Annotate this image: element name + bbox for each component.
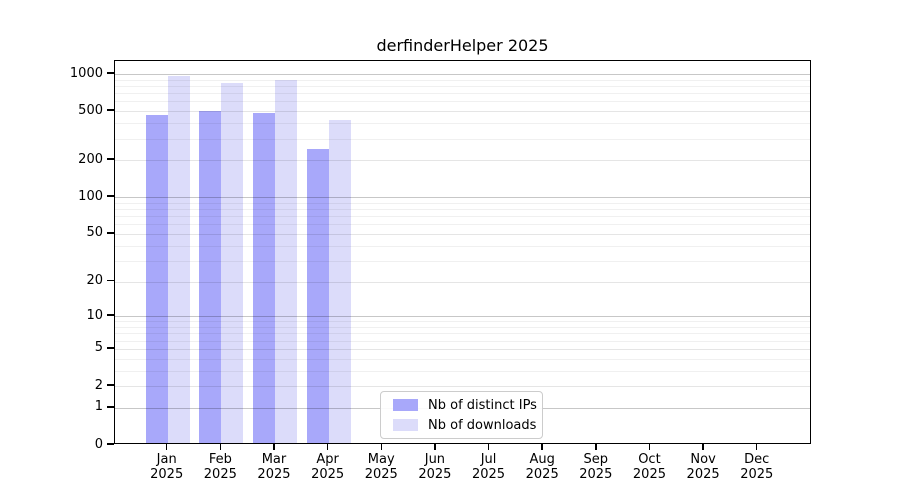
y-tick-mark bbox=[107, 232, 114, 234]
x-tick-mark bbox=[380, 444, 382, 450]
x-tick-mark bbox=[702, 444, 704, 450]
gridline bbox=[115, 370, 810, 372]
gridline bbox=[115, 321, 810, 323]
legend-item-downloads: Nb of downloads bbox=[381, 417, 542, 433]
gridline bbox=[115, 340, 810, 342]
y-tick-mark bbox=[107, 406, 114, 408]
x-tick-mark bbox=[165, 444, 168, 450]
bar-downloads bbox=[221, 83, 244, 443]
x-tick-label: Mar 2025 bbox=[257, 452, 291, 482]
gridline bbox=[115, 123, 810, 125]
x-tick-mark bbox=[326, 444, 329, 450]
bar-distinct-ips bbox=[199, 111, 222, 443]
x-tick-label: Sep 2025 bbox=[579, 452, 613, 482]
gridline bbox=[115, 327, 810, 328]
y-tick-label: 5 bbox=[94, 340, 103, 356]
gridline bbox=[115, 358, 810, 360]
y-tick-label: 2 bbox=[94, 377, 103, 393]
gridline bbox=[115, 316, 810, 318]
y-tick-mark bbox=[107, 195, 114, 197]
legend-item-distinct-ips: Nb of distinct IPs bbox=[381, 397, 542, 413]
x-tick-mark bbox=[487, 444, 490, 450]
x-tick-label: Jan 2025 bbox=[150, 452, 184, 482]
gridline bbox=[115, 233, 810, 235]
gridline bbox=[115, 260, 810, 262]
gridline bbox=[115, 224, 810, 226]
gridline bbox=[115, 138, 810, 140]
bar-downloads bbox=[167, 76, 190, 443]
gridline bbox=[115, 85, 810, 87]
gridline bbox=[115, 245, 810, 247]
y-tick-label: 20 bbox=[86, 273, 103, 288]
bar-downloads bbox=[328, 119, 351, 443]
x-tick-label: Oct 2025 bbox=[632, 452, 666, 482]
y-tick-mark bbox=[107, 443, 114, 445]
gridline bbox=[115, 93, 810, 95]
gridline bbox=[115, 111, 810, 113]
gridline bbox=[115, 197, 810, 199]
x-tick-label: May 2025 bbox=[364, 452, 398, 482]
gridline bbox=[115, 348, 810, 350]
bar-distinct-ips bbox=[306, 149, 329, 443]
y-tick-mark bbox=[107, 158, 114, 160]
gridline bbox=[115, 202, 810, 204]
x-tick-mark bbox=[219, 444, 222, 450]
legend: Nb of distinct IPs Nb of downloads bbox=[380, 391, 543, 439]
bar-downloads bbox=[274, 80, 297, 443]
x-tick-label: Dec 2025 bbox=[740, 452, 774, 482]
gridline bbox=[115, 101, 810, 103]
bar-distinct-ips bbox=[145, 114, 168, 443]
x-tick-label: Jun 2025 bbox=[418, 452, 452, 482]
x-tick-mark bbox=[434, 444, 436, 450]
y-tick-mark bbox=[107, 384, 114, 386]
x-tick-mark bbox=[595, 444, 597, 450]
gridline bbox=[115, 333, 810, 335]
legend-label-downloads: Nb of downloads bbox=[428, 417, 537, 433]
x-tick-label: Aug 2025 bbox=[525, 452, 559, 482]
y-tick-label: 1 bbox=[94, 399, 103, 415]
y-tick-mark bbox=[107, 72, 114, 74]
y-tick-label: 1000 bbox=[69, 65, 103, 81]
y-tick-label: 100 bbox=[78, 188, 103, 204]
y-tick-label: 200 bbox=[78, 151, 103, 167]
x-tick-label: Nov 2025 bbox=[686, 452, 720, 482]
y-tick-mark bbox=[107, 109, 114, 111]
gridline bbox=[115, 209, 810, 211]
x-tick-mark bbox=[755, 444, 758, 450]
gridline bbox=[115, 74, 810, 75]
y-tick-mark bbox=[107, 279, 114, 282]
x-tick-mark bbox=[273, 444, 275, 450]
x-tick-mark bbox=[648, 444, 651, 450]
gridline bbox=[115, 281, 810, 283]
chart-title: derfinderHelper 2025 bbox=[376, 36, 549, 55]
legend-swatch-downloads bbox=[393, 419, 418, 431]
gridline bbox=[115, 386, 810, 387]
bar-distinct-ips bbox=[252, 113, 275, 443]
gridline bbox=[115, 79, 810, 81]
y-tick-mark bbox=[107, 314, 114, 316]
x-tick-label: Feb 2025 bbox=[203, 452, 237, 482]
y-tick-label: 0 bbox=[94, 436, 103, 452]
y-tick-label: 10 bbox=[86, 307, 103, 323]
legend-swatch-distinct-ips bbox=[393, 399, 418, 411]
gridline bbox=[115, 160, 810, 162]
y-tick-mark bbox=[107, 347, 114, 349]
y-tick-label: 50 bbox=[86, 225, 103, 241]
legend-label-distinct-ips: Nb of distinct IPs bbox=[428, 397, 537, 413]
x-tick-label: Jul 2025 bbox=[471, 452, 506, 482]
x-tick-mark bbox=[541, 444, 543, 450]
y-tick-label: 500 bbox=[78, 102, 103, 118]
plot-area: Nb of distinct IPs Nb of downloads bbox=[114, 60, 811, 444]
x-tick-label: Apr 2025 bbox=[311, 452, 345, 482]
gridline bbox=[115, 216, 810, 218]
